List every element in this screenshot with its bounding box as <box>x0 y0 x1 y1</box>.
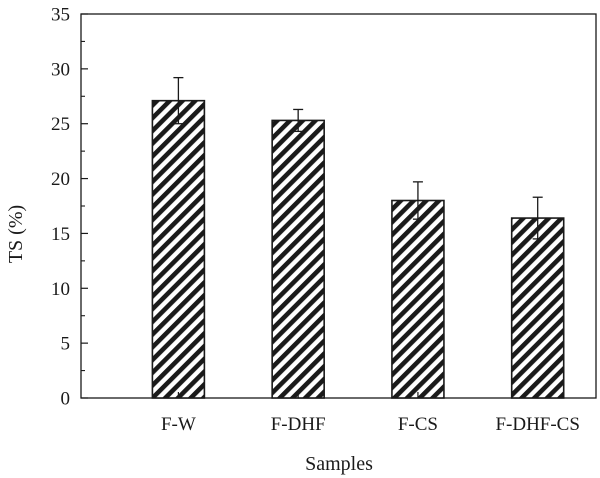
plot-area: 0 5 10 15 20 25 30 35 F-W F-DHF F-CS F-DHF-CS <box>51 5 597 435</box>
x-tick-label: F-DHF <box>271 414 326 435</box>
y-tick-label: 35 <box>51 5 70 26</box>
bar-f-cs <box>391 199 445 399</box>
y-tick-label: 25 <box>51 114 70 135</box>
bar-f-w <box>151 99 206 399</box>
y-tick-label: 10 <box>51 279 70 300</box>
y-tick-label: 0 <box>61 389 71 410</box>
bar-f-dhf-cs <box>510 217 565 399</box>
y-axis-title: TS (%) <box>5 205 27 263</box>
y-tick-label: 5 <box>61 334 71 355</box>
y-tick-label: 15 <box>51 224 70 245</box>
y-tick-label: 30 <box>51 59 70 80</box>
x-tick-label: F-CS <box>398 414 438 435</box>
x-tick-label: F-DHF-CS <box>495 414 579 435</box>
x-axis-title: Samples <box>305 453 373 475</box>
x-tick-label: F-W <box>161 414 196 435</box>
bar-f-dhf <box>271 119 325 399</box>
y-tick-label: 20 <box>51 169 70 190</box>
